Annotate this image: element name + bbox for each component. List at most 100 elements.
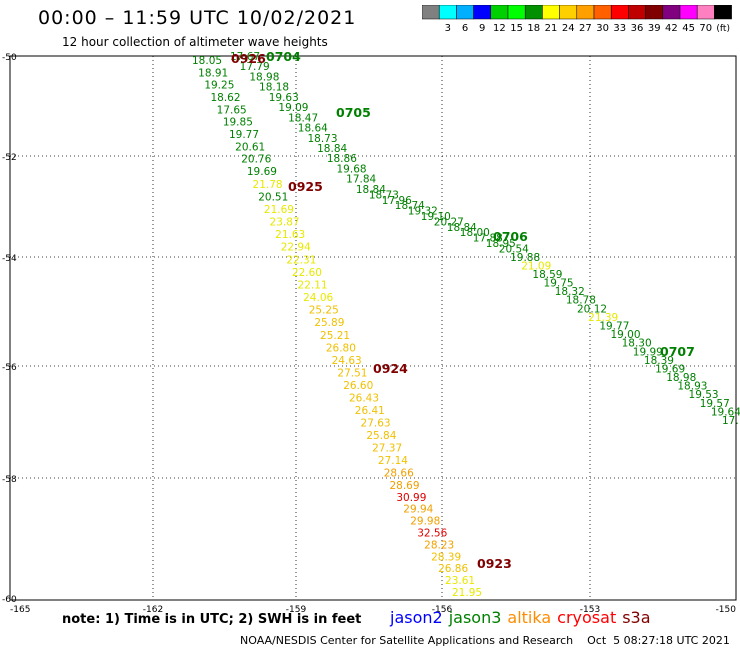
latitude-label: -52 xyxy=(2,153,17,163)
wave-height-value: 18.73 xyxy=(307,133,337,145)
footer-credit: NOAA/NESDIS Center for Satellite Applica… xyxy=(240,634,730,647)
wave-height-value: 28.39 xyxy=(431,551,461,563)
pass-time-label: 0704 xyxy=(266,49,301,64)
wave-height-value: 27.51 xyxy=(337,367,367,379)
wave-height-value: 19.69 xyxy=(655,363,685,375)
wave-height-value: 20.12 xyxy=(577,303,607,315)
wave-height-value: 18.32 xyxy=(555,286,585,298)
track-0704-0707: 17.6717.7918.9818.1819.6319.0918.4718.64… xyxy=(230,49,740,427)
wave-height-value: 19.88 xyxy=(510,252,540,264)
map-title: 00:00 – 11:59 UTC 10/02/2021 xyxy=(38,7,357,29)
wave-height-value: 17.79 xyxy=(240,61,270,73)
wave-height-value: 17.96 xyxy=(382,195,412,207)
wave-height-value: 19.00 xyxy=(610,329,640,341)
wave-height-value: 29.98 xyxy=(410,516,440,528)
wave-height-value: 19.68 xyxy=(337,163,367,175)
wave-height-value: 19.64 xyxy=(711,406,740,418)
pass-time-label: 0923 xyxy=(477,556,512,571)
wave-height-value: 27.14 xyxy=(378,455,408,467)
wave-height-value: 18.84 xyxy=(317,143,347,155)
satellite-s3a: s3a xyxy=(622,608,651,627)
colorbar-label: 12 xyxy=(493,23,506,33)
wave-height-value: 19.57 xyxy=(700,398,730,410)
wave-height-value: 20.51 xyxy=(258,191,288,203)
pass-time-label: 0707 xyxy=(660,344,695,359)
pass-time-label: 0706 xyxy=(493,229,528,244)
colorbar-label: 42 xyxy=(665,23,678,33)
latitude-label: -54 xyxy=(2,254,17,264)
wave-height-value: 20.27 xyxy=(434,216,464,228)
wave-height-value: 18.98 xyxy=(666,372,696,384)
wave-height-value: 19.85 xyxy=(223,117,253,129)
pass-time-label: 0705 xyxy=(336,105,371,120)
colorbar-swatch xyxy=(714,5,732,20)
wave-height-value: 18.74 xyxy=(395,200,425,212)
colorbar-label: 21 xyxy=(545,23,558,33)
colorbar-label: 45 xyxy=(682,23,695,33)
wave-height-value: 22.94 xyxy=(281,242,311,254)
wave-height-value: 22.60 xyxy=(292,267,322,279)
wave-height-value: 18.78 xyxy=(566,295,596,307)
colorbar-label: 6 xyxy=(462,23,468,33)
colorbar-label: 24 xyxy=(562,23,575,33)
footer-note: note: 1) Time is in UTC; 2) SWH is in fe… xyxy=(62,612,362,627)
wave-height-value: 18.73 xyxy=(369,189,399,201)
longitude-label: -156 xyxy=(432,605,453,615)
colorbar-unit: (ft) xyxy=(716,24,730,33)
longitude-label: -153 xyxy=(580,605,600,615)
wave-height-value: 19.25 xyxy=(204,80,234,92)
wave-height-value: 22.31 xyxy=(286,254,316,266)
satellite-altika: altika xyxy=(507,608,552,627)
wave-height-value: 18.59 xyxy=(532,269,562,281)
satellite-jason2: jason2 xyxy=(390,608,443,627)
map-subtitle: 12 hour collection of altimeter wave hei… xyxy=(62,35,328,49)
wave-height-value: 21.69 xyxy=(264,204,294,216)
wave-height-value: 17.88 xyxy=(473,233,503,245)
wave-height-value: 28.69 xyxy=(389,480,419,492)
colorbar-label: 30 xyxy=(596,23,609,33)
wave-height-value: 19.77 xyxy=(599,321,629,333)
wave-height-value: 30.99 xyxy=(396,492,426,504)
wave-height-value: 17.67 xyxy=(230,51,260,63)
colorbar-label: 70 xyxy=(699,23,712,33)
wave-height-value: 18.30 xyxy=(622,338,652,350)
wave-height-value: 20.61 xyxy=(235,141,265,153)
wave-height-value: 26.41 xyxy=(355,405,385,417)
longitude-label: -165 xyxy=(10,605,30,615)
track-0926-0923: 18.0518.9119.2518.6217.6519.8519.7720.61… xyxy=(192,51,512,599)
wave-height-value: 27.63 xyxy=(361,417,391,429)
wave-height-value: 29.94 xyxy=(403,504,433,516)
colorbar-label: 33 xyxy=(613,23,626,33)
wave-height-value: 17. xyxy=(722,415,739,427)
wave-height-value: 21.95 xyxy=(452,587,482,599)
wave-height-value: 25.84 xyxy=(366,430,396,442)
wave-height-value: 17.84 xyxy=(346,174,376,186)
pass-time-label: 0926 xyxy=(231,51,266,66)
wave-height-value: 25.21 xyxy=(320,330,350,342)
wave-height-value: 24.06 xyxy=(303,292,333,304)
wave-height-value: 18.95 xyxy=(486,238,516,250)
wave-height-value: 23.61 xyxy=(445,575,475,587)
wave-height-value: 19.53 xyxy=(689,389,719,401)
wave-height-value: 19.10 xyxy=(421,211,451,223)
wave-height-value: 18.86 xyxy=(327,153,357,165)
wave-height-value: 25.89 xyxy=(314,317,344,329)
wave-height-value: 25.25 xyxy=(309,305,339,317)
wave-height-value: 20.54 xyxy=(499,243,529,255)
pass-time-label: 0924 xyxy=(373,361,408,376)
wave-height-value: 18.93 xyxy=(677,381,707,393)
wave-height-value: 19.09 xyxy=(278,102,308,114)
wave-height-value: 18.47 xyxy=(288,112,318,124)
colorbar-label: 15 xyxy=(510,23,523,33)
wave-height-value: 19.99 xyxy=(633,346,663,358)
latitude-label: -56 xyxy=(2,363,17,373)
wave-height-value: 19.75 xyxy=(544,278,574,290)
wave-height-value: 32.56 xyxy=(417,528,447,540)
colorbar-label: 39 xyxy=(648,23,661,33)
wave-height-value: 18.98 xyxy=(249,71,279,83)
wave-height-value: 18.62 xyxy=(210,92,240,104)
wave-height-value: 19.77 xyxy=(229,129,259,141)
wave-height-value: 27.37 xyxy=(372,442,402,454)
wave-height-colorbar: 3 6 9 12 15 18 21 24 27 30 33 36 39 42 45 70 (ft) xyxy=(422,5,732,33)
